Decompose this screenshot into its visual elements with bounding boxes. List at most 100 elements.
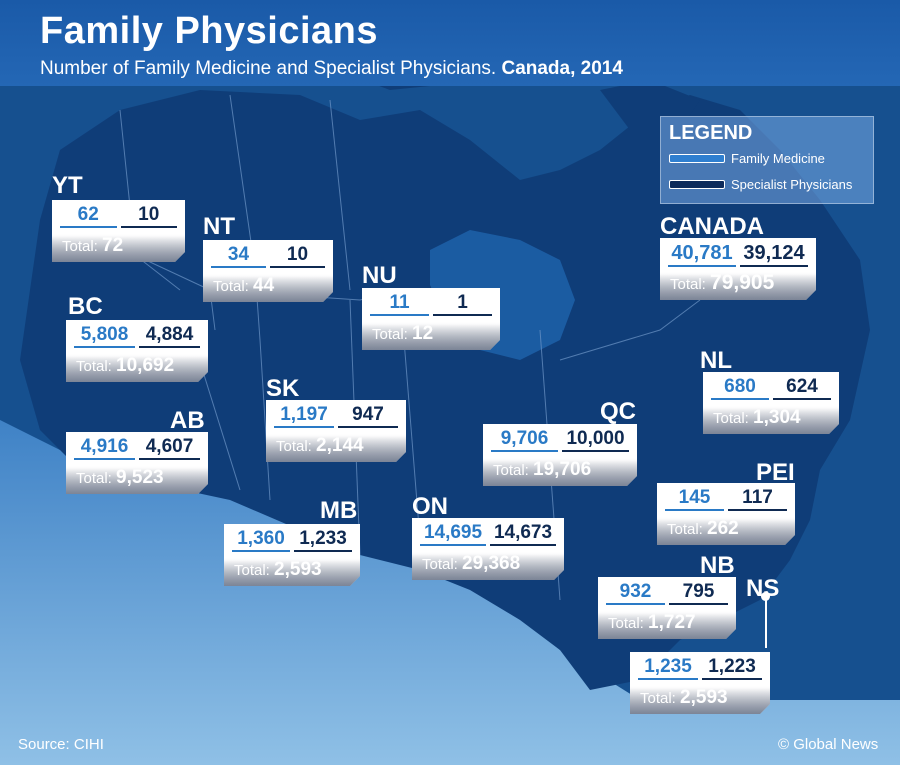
specialist-value: 624 bbox=[773, 376, 831, 400]
total-band bbox=[362, 324, 500, 350]
total-number: 2,593 bbox=[274, 559, 322, 580]
family-medicine-value: 4,916 bbox=[74, 436, 135, 460]
total-value: Total: 2,593 bbox=[640, 687, 728, 709]
specialist-value: 4,884 bbox=[139, 324, 200, 348]
total-band bbox=[660, 274, 816, 300]
ns-pointer-line bbox=[765, 596, 767, 648]
legend-title: LEGEND bbox=[669, 122, 753, 144]
total-label: Total: bbox=[76, 470, 117, 487]
total-number: 19,706 bbox=[533, 459, 592, 480]
credit-note: © Global News bbox=[778, 736, 879, 753]
region-label-pei: PEI bbox=[756, 459, 795, 486]
region-card-nu: 11 1 Total: 12 bbox=[362, 288, 500, 350]
total-value: Total: 72 bbox=[62, 235, 123, 257]
specialist-value: 10 bbox=[121, 204, 178, 228]
region-card-ns: 1,235 1,223 Total: 2,593 bbox=[630, 652, 770, 714]
legend-row-family: Family Medicine bbox=[669, 151, 825, 166]
specialist-value: 947 bbox=[338, 404, 398, 428]
total-number: 1,727 bbox=[648, 612, 696, 633]
total-label: Total: bbox=[667, 521, 708, 538]
family-medicine-value: 14,695 bbox=[420, 522, 486, 546]
total-label: Total: bbox=[713, 410, 754, 427]
legend: LEGEND Family Medicine Specialist Physic… bbox=[660, 116, 874, 204]
total-value: Total: 262 bbox=[667, 518, 739, 540]
total-label: Total: bbox=[234, 562, 275, 579]
family-medicine-value: 9,706 bbox=[491, 428, 558, 452]
family-medicine-value: 1,235 bbox=[638, 656, 698, 680]
legend-label-specialist: Specialist Physicians bbox=[731, 177, 853, 192]
specialist-value: 117 bbox=[728, 487, 787, 511]
total-value: Total: 2,144 bbox=[276, 435, 364, 457]
region-card-on: 14,695 14,673 Total: 29,368 bbox=[412, 518, 564, 580]
total-value: Total: 10,692 bbox=[76, 355, 174, 377]
total-band bbox=[598, 613, 736, 639]
page-title: Family Physicians bbox=[40, 10, 378, 52]
total-value: Total: 29,368 bbox=[422, 553, 520, 575]
region-label-nt: NT bbox=[203, 213, 235, 240]
region-label-canada: CANADA bbox=[660, 213, 764, 240]
total-number: 44 bbox=[253, 275, 275, 296]
region-card-nt: 34 10 Total: 44 bbox=[203, 240, 333, 302]
subtitle-place-year: Canada, 2014 bbox=[501, 58, 623, 79]
total-label: Total: bbox=[213, 278, 254, 295]
specialist-value: 39,124 bbox=[740, 242, 808, 267]
total-band bbox=[52, 236, 185, 262]
total-label: Total: bbox=[640, 690, 681, 707]
region-label-nb: NB bbox=[700, 552, 735, 579]
family-medicine-value: 11 bbox=[370, 292, 429, 316]
subtitle-text: Number of Family Medicine and Specialist… bbox=[40, 58, 497, 79]
region-card-yt: 62 10 Total: 72 bbox=[52, 200, 185, 262]
family-medicine-value: 62 bbox=[60, 204, 117, 228]
total-number: 29,368 bbox=[462, 553, 521, 574]
family-medicine-value: 1,197 bbox=[274, 404, 334, 428]
family-medicine-value: 1,360 bbox=[232, 528, 290, 552]
region-card-nl: 680 624 Total: 1,304 bbox=[703, 372, 839, 434]
legend-label-family: Family Medicine bbox=[731, 151, 825, 166]
total-label: Total: bbox=[670, 276, 711, 293]
total-number: 10,692 bbox=[116, 355, 175, 376]
region-card-sk: 1,197 947 Total: 2,144 bbox=[266, 400, 406, 462]
legend-row-specialist: Specialist Physicians bbox=[669, 177, 852, 192]
region-card-pei: 145 117 Total: 262 bbox=[657, 483, 795, 545]
total-label: Total: bbox=[608, 615, 649, 632]
total-value: Total: 1,304 bbox=[713, 407, 801, 429]
total-number: 262 bbox=[707, 518, 739, 539]
region-label-bc: BC bbox=[68, 293, 103, 320]
total-value: Total: 19,706 bbox=[493, 459, 591, 481]
total-value: Total: 1,727 bbox=[608, 612, 696, 634]
header-band bbox=[0, 0, 900, 86]
region-label-mb: MB bbox=[320, 497, 358, 524]
region-card-bc: 5,808 4,884 Total: 10,692 bbox=[66, 320, 208, 382]
total-band bbox=[412, 554, 564, 580]
region-label-on: ON bbox=[412, 493, 448, 520]
specialist-value: 14,673 bbox=[490, 522, 556, 546]
total-label: Total: bbox=[276, 438, 317, 455]
region-card-nb: 932 795 Total: 1,727 bbox=[598, 577, 736, 639]
region-label-qc: QC bbox=[600, 398, 636, 425]
total-number: 1,304 bbox=[753, 407, 801, 428]
family-medicine-value: 145 bbox=[665, 487, 724, 511]
source-note: Source: CIHI bbox=[18, 736, 104, 753]
ns-pointer-dot bbox=[761, 592, 770, 601]
total-band bbox=[66, 468, 208, 494]
total-label: Total: bbox=[372, 326, 413, 343]
total-band bbox=[224, 560, 360, 586]
specialist-value: 1 bbox=[433, 292, 492, 316]
region-card-ab: 4,916 4,607 Total: 9,523 bbox=[66, 432, 208, 494]
page-subtitle: Number of Family Medicine and Specialist… bbox=[40, 58, 623, 80]
region-label-sk: SK bbox=[266, 375, 300, 402]
family-medicine-value: 932 bbox=[606, 581, 665, 605]
family-medicine-value: 5,808 bbox=[74, 324, 135, 348]
specialist-value: 1,233 bbox=[294, 528, 352, 552]
total-number: 2,593 bbox=[680, 687, 728, 708]
ocean-south bbox=[0, 420, 900, 765]
region-label-nu: NU bbox=[362, 262, 397, 289]
total-band bbox=[630, 688, 770, 714]
specialist-value: 1,223 bbox=[702, 656, 762, 680]
total-number: 12 bbox=[412, 323, 434, 344]
family-medicine-value: 680 bbox=[711, 376, 769, 400]
region-label-ab: AB bbox=[170, 407, 205, 434]
total-value: Total: 79,905 bbox=[670, 271, 774, 295]
region-card-qc: 9,706 10,000 Total: 19,706 bbox=[483, 424, 637, 486]
total-label: Total: bbox=[62, 238, 103, 255]
